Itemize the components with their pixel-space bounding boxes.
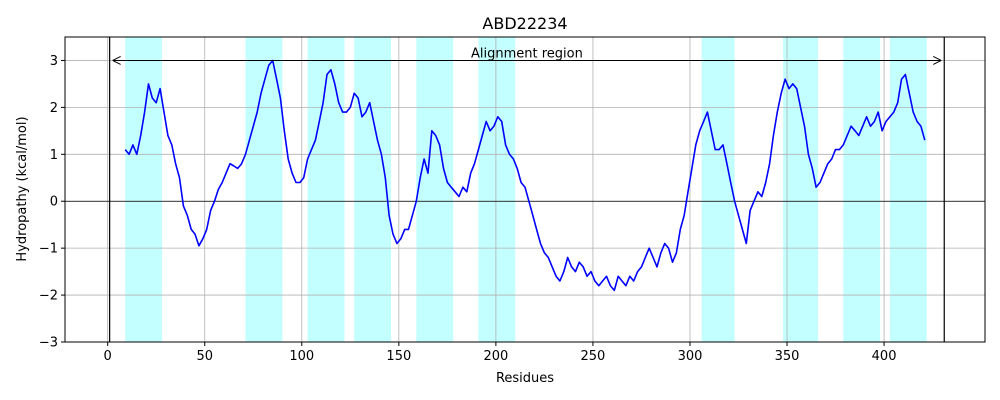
y-tick-label: −2 [39, 289, 58, 304]
x-tick-label: 200 [483, 349, 508, 364]
y-axis-label: Hydropathy (kcal/mol) [15, 116, 30, 261]
x-tick-label: 100 [289, 349, 314, 364]
chart-title: ABD22234 [482, 14, 567, 33]
highlight-region-7 [701, 37, 735, 342]
y-tick-label: 1 [50, 148, 58, 163]
alignment-arrow-right-head [933, 56, 942, 65]
highlight-region-4 [354, 37, 392, 342]
x-tick-label: 0 [104, 349, 112, 364]
highlight-region-3 [307, 37, 345, 342]
highlight-region-1 [125, 37, 163, 342]
alignment-region-label: Alignment region [471, 46, 583, 61]
y-tick-label: 3 [50, 54, 58, 69]
plot-frame [64, 36, 986, 343]
highlight-region-5 [416, 37, 454, 342]
reference-lines [65, 37, 985, 342]
alignment-arrow-left-head [112, 56, 121, 65]
y-tick-label: −1 [39, 242, 58, 257]
x-axis-label: Residues [496, 371, 554, 386]
x-tick-label: 150 [386, 349, 411, 364]
hydropathy-series-line [124, 59, 926, 292]
highlight-region-6 [478, 37, 516, 342]
x-tick-label: 400 [872, 349, 897, 364]
highlight-regions [125, 37, 927, 342]
series-line-layer [124, 59, 926, 292]
x-tick-label: 350 [775, 349, 800, 364]
y-tick-label: 0 [50, 195, 58, 210]
highlight-region-10 [889, 37, 927, 342]
y-tick-label: −3 [39, 336, 58, 351]
highlight-region-9 [843, 37, 881, 342]
y-tick-label: 2 [50, 101, 58, 116]
alignment-annotation: Alignment region [112, 46, 942, 65]
x-tick-label: 50 [196, 349, 213, 364]
x-tick-label: 250 [581, 349, 606, 364]
y-axis-ticks: −3 −2 −1 0 1 2 3 [39, 54, 65, 351]
x-axis-ticks: 0 50 100 150 200 250 300 350 400 [104, 342, 897, 364]
highlight-region-8 [783, 37, 819, 342]
highlight-region-2 [245, 37, 283, 342]
x-tick-label: 300 [678, 349, 703, 364]
